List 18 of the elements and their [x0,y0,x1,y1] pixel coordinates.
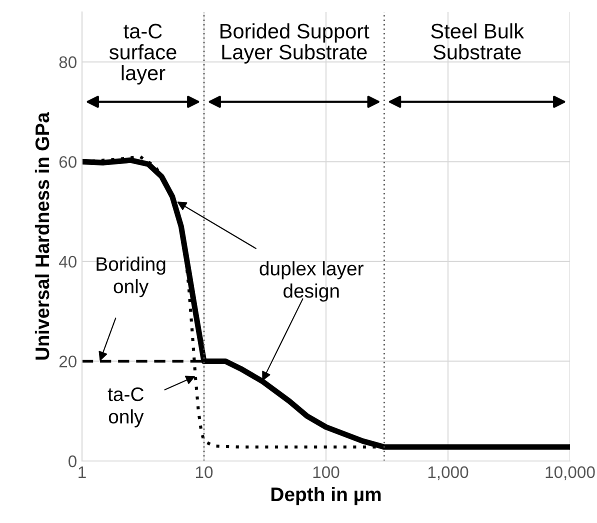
annotation: ta-C only [108,387,144,428]
y-tick-label: 20 [59,356,76,368]
x-tick-label: 1,000 [428,466,468,480]
annotation: ta-C surface layer [109,24,176,85]
annotation: duplex layer design [260,261,364,302]
annotation: Boriding only [96,256,166,298]
x-tick-label: 10,000 [546,466,595,480]
annotation: Steel Bulk Substrate [431,23,524,60]
y-axis-title: Universal Hardness in GPa [34,112,50,360]
annotation: Borided Support Layer Substrate [220,23,370,64]
x-tick-label: 10 [196,466,213,478]
x-axis-title: Depth in µm [271,486,381,506]
y-tick-label: 60 [59,156,76,168]
y-tick-label: 80 [59,56,76,68]
x-tick-label: 100 [313,466,340,478]
y-tick-label: 40 [58,256,76,268]
y-tick-label: 0 [68,455,76,468]
x-tick-label: 1 [78,466,86,478]
